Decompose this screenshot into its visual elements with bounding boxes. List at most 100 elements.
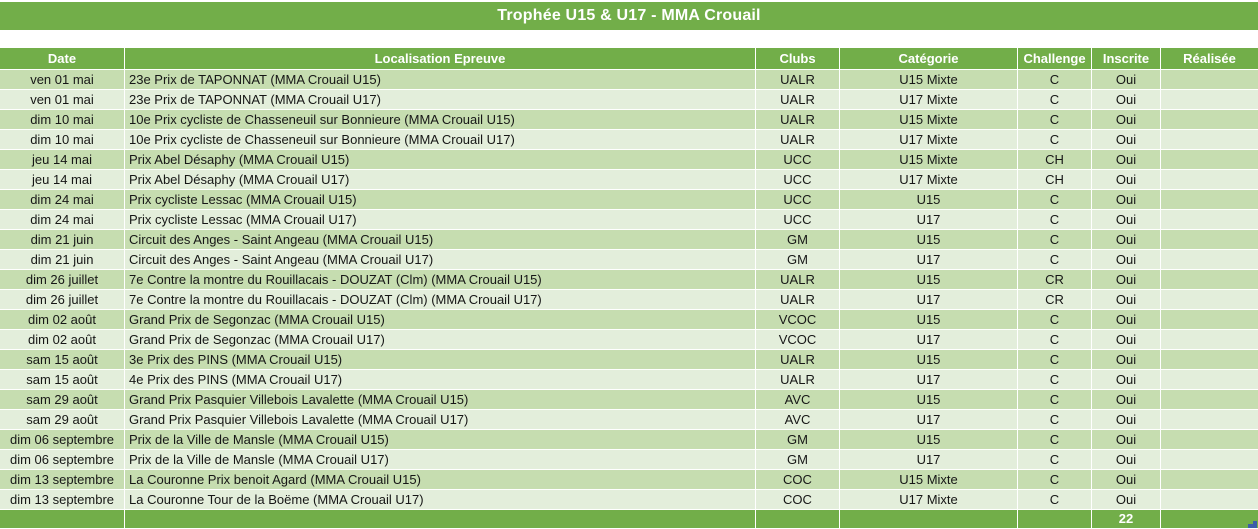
cell-categorie: U15 (840, 310, 1017, 329)
cell-clubs: UALR (756, 290, 839, 309)
cell-realisee (1161, 270, 1258, 289)
cell-epreuve: Grand Prix Pasquier Villebois Lavalette … (125, 390, 755, 409)
cell-challenge: CH (1018, 170, 1091, 189)
cell-realisee (1161, 430, 1258, 449)
cell-inscrite: Oui (1092, 490, 1160, 509)
cell-epreuve: La Couronne Prix benoit Agard (MMA Croua… (125, 470, 755, 489)
cell-realisee (1161, 170, 1258, 189)
cell-epreuve: Prix de la Ville de Mansle (MMA Crouail … (125, 430, 755, 449)
cell-realisee (1161, 110, 1258, 129)
cell-categorie: U15 Mixte (840, 470, 1017, 489)
cell-challenge: C (1018, 70, 1091, 89)
cell-date: jeu 14 mai (0, 150, 124, 169)
cell-realisee (1161, 470, 1258, 489)
cell-realisee (1161, 310, 1258, 329)
cell-epreuve: Prix cycliste Lessac (MMA Crouail U17) (125, 210, 755, 229)
cell-epreuve: Grand Prix de Segonzac (MMA Crouail U17) (125, 330, 755, 349)
cell-inscrite: Oui (1092, 310, 1160, 329)
cell-inscrite: Oui (1092, 130, 1160, 149)
cell-realisee (1161, 90, 1258, 109)
cell-challenge: C (1018, 470, 1091, 489)
cell-inscrite: Oui (1092, 170, 1160, 189)
fill-handle-icon[interactable] (1248, 521, 1257, 528)
cell-clubs: AVC (756, 410, 839, 429)
cell-clubs: COC (756, 470, 839, 489)
cell-date: dim 13 septembre (0, 490, 124, 509)
cell-epreuve: La Couronne Tour de la Boëme (MMA Crouai… (125, 490, 755, 509)
cell-date: sam 29 août (0, 390, 124, 409)
cell-inscrite: Oui (1092, 370, 1160, 389)
cell-challenge: CR (1018, 290, 1091, 309)
cell-inscrite: Oui (1092, 350, 1160, 369)
cell-inscrite: Oui (1092, 290, 1160, 309)
cell-inscrite: Oui (1092, 470, 1160, 489)
results-table: Date Localisation Epreuve Clubs Catégorie Ch… (0, 48, 1258, 528)
cell-challenge: C (1018, 490, 1091, 509)
cell-inscrite: Oui (1092, 430, 1160, 449)
fill-handle-bottom (1248, 524, 1257, 528)
cell-categorie: U17 (840, 290, 1017, 309)
cell-inscrite: Oui (1092, 410, 1160, 429)
cell-clubs: UALR (756, 350, 839, 369)
column-header-clubs: Clubs (756, 48, 839, 69)
cell-realisee (1161, 130, 1258, 149)
cell-clubs: GM (756, 450, 839, 469)
cell-epreuve: 10e Prix cycliste de Chasseneuil sur Bon… (125, 110, 755, 129)
cell-categorie: U15 Mixte (840, 150, 1017, 169)
cell-challenge: C (1018, 350, 1091, 369)
cell-inscrite: Oui (1092, 330, 1160, 349)
cell-realisee (1161, 230, 1258, 249)
cell-challenge: CH (1018, 150, 1091, 169)
cell-epreuve: 23e Prix de TAPONNAT (MMA Crouail U15) (125, 70, 755, 89)
cell-challenge: C (1018, 190, 1091, 209)
footer-cell-epreuve (125, 510, 755, 528)
cell-challenge: C (1018, 90, 1091, 109)
cell-date: dim 26 juillet (0, 290, 124, 309)
cell-challenge: C (1018, 410, 1091, 429)
footer-cell-clubs (756, 510, 839, 528)
column-header-categorie: Catégorie (840, 48, 1017, 69)
cell-date: ven 01 mai (0, 70, 124, 89)
cell-clubs: GM (756, 250, 839, 269)
cell-date: sam 29 août (0, 410, 124, 429)
cell-realisee (1161, 330, 1258, 349)
cell-inscrite: Oui (1092, 150, 1160, 169)
cell-challenge: C (1018, 130, 1091, 149)
cell-epreuve: Prix cycliste Lessac (MMA Crouail U15) (125, 190, 755, 209)
cell-clubs: UCC (756, 210, 839, 229)
cell-realisee (1161, 290, 1258, 309)
cell-inscrite: Oui (1092, 250, 1160, 269)
cell-clubs: GM (756, 230, 839, 249)
cell-epreuve: 7e Contre la montre du Rouillacais - DOU… (125, 270, 755, 289)
cell-categorie: U15 Mixte (840, 110, 1017, 129)
cell-epreuve: Prix Abel Désaphy (MMA Crouail U17) (125, 170, 755, 189)
cell-epreuve: Grand Prix de Segonzac (MMA Crouail U15) (125, 310, 755, 329)
column-header-date: Date (0, 48, 124, 69)
cell-date: dim 21 juin (0, 250, 124, 269)
cell-challenge: C (1018, 110, 1091, 129)
cell-clubs: UALR (756, 70, 839, 89)
cell-challenge: C (1018, 390, 1091, 409)
cell-challenge: C (1018, 370, 1091, 389)
cell-inscrite: Oui (1092, 390, 1160, 409)
cell-date: dim 02 août (0, 330, 124, 349)
cell-realisee (1161, 70, 1258, 89)
cell-inscrite: Oui (1092, 210, 1160, 229)
cell-challenge: C (1018, 310, 1091, 329)
cell-clubs: COC (756, 490, 839, 509)
cell-challenge: C (1018, 210, 1091, 229)
cell-categorie: U15 (840, 390, 1017, 409)
cell-categorie: U17 (840, 450, 1017, 469)
cell-categorie: U17 (840, 370, 1017, 389)
cell-inscrite: Oui (1092, 110, 1160, 129)
cell-date: dim 06 septembre (0, 430, 124, 449)
cell-epreuve: Circuit des Anges - Saint Angeau (MMA Cr… (125, 250, 755, 269)
cell-date: dim 21 juin (0, 230, 124, 249)
cell-realisee (1161, 390, 1258, 409)
cell-epreuve: 4e Prix des PINS (MMA Crouail U17) (125, 370, 755, 389)
cell-clubs: VCOC (756, 310, 839, 329)
cell-realisee (1161, 450, 1258, 469)
cell-clubs: VCOC (756, 330, 839, 349)
cell-inscrite: Oui (1092, 450, 1160, 469)
